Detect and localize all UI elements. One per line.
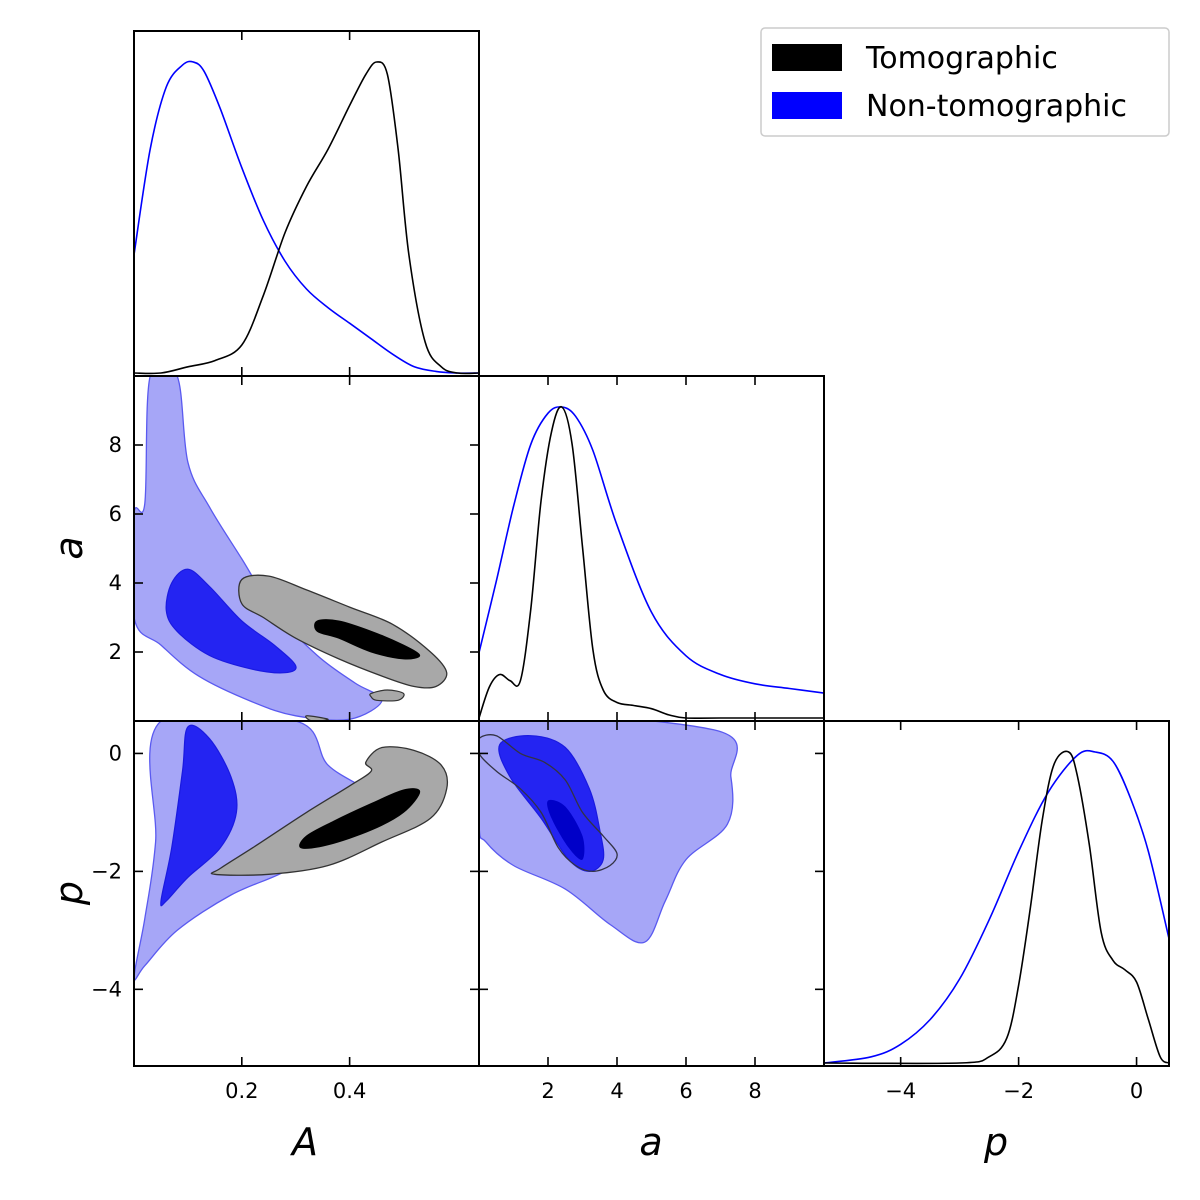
x-tick-label: −2 [1003,1079,1034,1103]
marginal-line-A-non-tomographic [134,60,479,374]
marginal-line-a-tomographic [479,406,824,720]
y-tick-label: 4 [109,571,122,595]
contour-panel-a_p [479,721,738,944]
x-tick-label: 0 [1130,1079,1143,1103]
y-tick-label: 0 [109,741,122,765]
panel-frame-1-1 [478,375,825,722]
contour-panel-A_a [134,376,448,721]
x-tick-label: 0.2 [225,1079,258,1103]
x-tick-label: 0.4 [333,1079,366,1103]
contour-A_p-tomographic-inner [299,788,421,849]
x-tick-label: 2 [541,1079,554,1103]
marginal-panel-p [824,749,1169,1065]
x-tick-label: 4 [610,1079,623,1103]
contour-a_p-non-tomographic-core [547,799,585,860]
legend-frame [760,27,1170,137]
contour-A_p-tomographic-outer [210,746,449,876]
contour-A_a-non-tomographic-inner [165,568,297,674]
x-axis-label-A: A [289,1120,318,1164]
y-tick-label: 6 [109,502,122,526]
x-tick-label: −4 [885,1079,916,1103]
y-tick-label: −4 [91,977,122,1001]
contour-A_p-non-tomographic-inner [160,724,238,907]
y-tick-label: 2 [109,640,122,664]
contour-panel-A_p [134,721,449,981]
legend-label-non-tomographic: Non-tomographic [866,89,1127,124]
marginal-panel-a [479,406,824,720]
contour-a_p-tomographic-outer [479,734,618,873]
contour-A_a-tomographic-island-0 [369,689,405,702]
panel-frame-0-0 [133,30,480,377]
legend-swatch-non-tomographic [772,92,842,119]
marginal-line-a-non-tomographic [479,406,824,694]
legend-swatch-tomographic [772,44,842,71]
x-axis-label-p: p [983,1120,1008,1164]
y-axis-label-a: a [47,536,91,559]
legend-label-tomographic: Tomographic [865,41,1058,76]
x-axis-label-a: a [639,1120,662,1164]
marginal-line-p-non-tomographic [824,749,1169,1064]
y-tick-label: −2 [91,859,122,883]
y-axis-label-p: p [47,881,91,906]
y-tick-label: 8 [109,433,122,457]
marginal-line-p-tomographic [824,750,1169,1065]
marginal-line-A-tomographic [134,61,479,375]
panel-frame-2-2 [823,720,1170,1067]
x-tick-label: 8 [748,1079,761,1103]
x-tick-label: 6 [679,1079,692,1103]
contour-A_a-tomographic-inner [314,619,421,660]
marginal-panel-A [134,60,479,375]
legend: Tomographic Non-tomographic [760,27,1170,137]
